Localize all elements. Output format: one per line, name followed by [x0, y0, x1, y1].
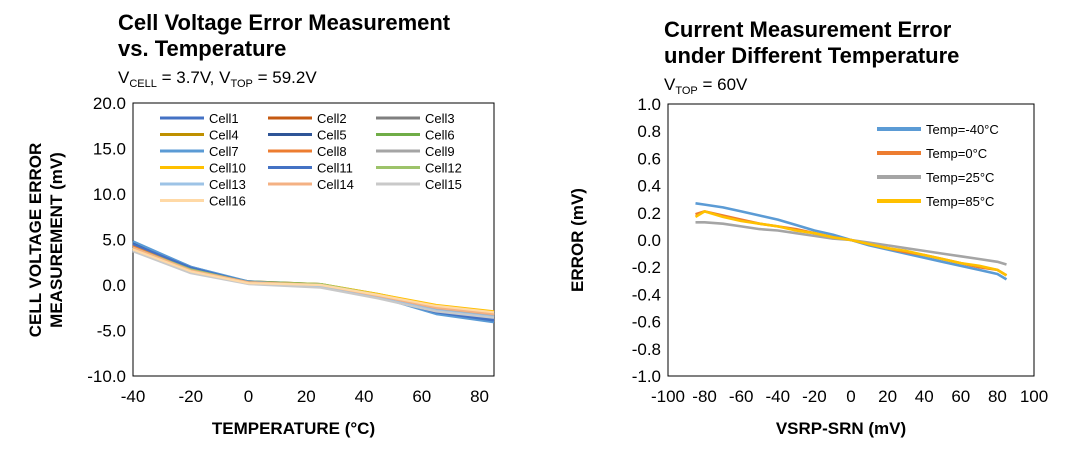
chart2-y-tick-label: 0.6 [637, 149, 661, 168]
chart1-x-tick-label: 80 [470, 387, 489, 406]
chart1-y-axis-label-line2: MEASUREMENT (mV) [47, 152, 66, 328]
chart1-y-tick-label: -10.0 [87, 367, 126, 386]
chart2-y-tick-label: 0.0 [637, 231, 661, 250]
chart2-x-tick-label: 80 [988, 387, 1007, 406]
chart1-title: Cell Voltage Error Measurement vs. Tempe… [118, 10, 450, 62]
chart2-legend-label: Temp=-40°C [926, 122, 999, 137]
chart1-legend-label: Cell12 [425, 161, 462, 176]
chart1-legend-label: Cell13 [209, 177, 246, 192]
chart1-series-line-Cell15 [132, 250, 495, 319]
chart1-legend-label: Cell15 [425, 177, 462, 192]
chart2-x-tick-label: -40 [766, 387, 791, 406]
chart2-x-tick-label: 0 [846, 387, 855, 406]
chart1-legend-label: Cell8 [317, 144, 347, 159]
chart1-legend-label: Cell3 [425, 111, 455, 126]
chart1-legend-label: Cell2 [317, 111, 347, 126]
chart2-y-tick-label: -1.0 [632, 367, 661, 386]
chart2-x-tick-label: -100 [651, 387, 685, 406]
chart2-y-tick-label: 0.2 [637, 204, 661, 223]
chart2-x-tick-label: 100 [1020, 387, 1048, 406]
chart2-legend-label: Temp=0°C [926, 146, 987, 161]
chart2-subtitle: VTOP = 60V [664, 75, 748, 97]
chart1-x-tick-label: 40 [355, 387, 374, 406]
chart1-legend-label: Cell1 [209, 111, 239, 126]
chart2-x-tick-label: 60 [951, 387, 970, 406]
chart2-title: Current Measurement Error under Differen… [664, 17, 959, 69]
chart1-y-tick-label: -5.0 [97, 322, 126, 341]
chart2-y-axis-label: ERROR (mV) [568, 188, 587, 292]
chart1-y-axis-label-line1: CELL VOLTAGE ERROR [26, 143, 45, 338]
chart2-y-tick-label: 0.8 [637, 122, 661, 141]
chart2-legend-label: Temp=85°C [926, 194, 994, 209]
chart1-y-tick-label: 20.0 [93, 94, 126, 113]
chart1-y-tick-label: 10.0 [93, 185, 126, 204]
chart1-legend-label: Cell9 [425, 144, 455, 159]
chart1-title-line1: Cell Voltage Error Measurement [118, 10, 451, 35]
chart1-legend-label: Cell7 [209, 144, 239, 159]
chart1-series-line-Cell16 [132, 248, 495, 314]
chart1-plot-area [132, 102, 495, 377]
chart1-x-tick-label: -40 [121, 387, 146, 406]
chart1-y-tick-label: 0.0 [102, 276, 126, 295]
chart1-x-tick-label: -20 [178, 387, 203, 406]
chart2-y-tick-label: -0.4 [632, 285, 661, 304]
chart1-y-tick-label: 15.0 [93, 140, 126, 159]
chart2-title-line2: under Different Temperature [664, 43, 960, 68]
chart1-legend-label: Cell11 [317, 161, 353, 176]
chart2-y-tick-label: -0.8 [632, 340, 661, 359]
chart2-y-tick-label: -0.2 [632, 258, 661, 277]
chart1-title-line2: vs. Temperature [118, 36, 287, 61]
chart2-x-tick-label: 40 [915, 387, 934, 406]
chart1-y-tick-label: 5.0 [102, 231, 126, 250]
chart2-series-line-Temp=85°C [694, 210, 1008, 277]
chart1-legend-label: Cell5 [317, 128, 347, 143]
chart1-legend-label: Cell4 [209, 128, 239, 143]
chart2-legend-label: Temp=25°C [926, 170, 994, 185]
chart1-legend-label: Cell10 [209, 161, 246, 176]
chart1-subtitle: VCELL = 3.7V, VTOP = 59.2V [118, 68, 317, 90]
chart1-legend-label: Cell6 [425, 128, 455, 143]
chart2-x-tick-label: -20 [802, 387, 827, 406]
chart2-x-tick-label: -80 [692, 387, 717, 406]
chart2-y-tick-label: 0.4 [637, 177, 661, 196]
chart1-legend-label: Cell14 [317, 177, 354, 192]
chart2-x-axis-label: VSRP-SRN (mV) [776, 419, 906, 438]
chart2-title-line1: Current Measurement Error [664, 17, 952, 42]
chart1-x-tick-label: 0 [244, 387, 253, 406]
chart2-x-tick-label: -60 [729, 387, 754, 406]
chart2-y-tick-label: -0.6 [632, 313, 661, 332]
chart1-x-tick-label: 60 [412, 387, 431, 406]
chart1-legend-label: Cell16 [209, 194, 246, 209]
chart1-x-tick-label: 20 [297, 387, 316, 406]
chart1-x-axis-label: TEMPERATURE (°C) [212, 419, 375, 438]
chart2-y-tick-label: 1.0 [637, 95, 661, 114]
chart2-x-tick-label: 20 [878, 387, 897, 406]
